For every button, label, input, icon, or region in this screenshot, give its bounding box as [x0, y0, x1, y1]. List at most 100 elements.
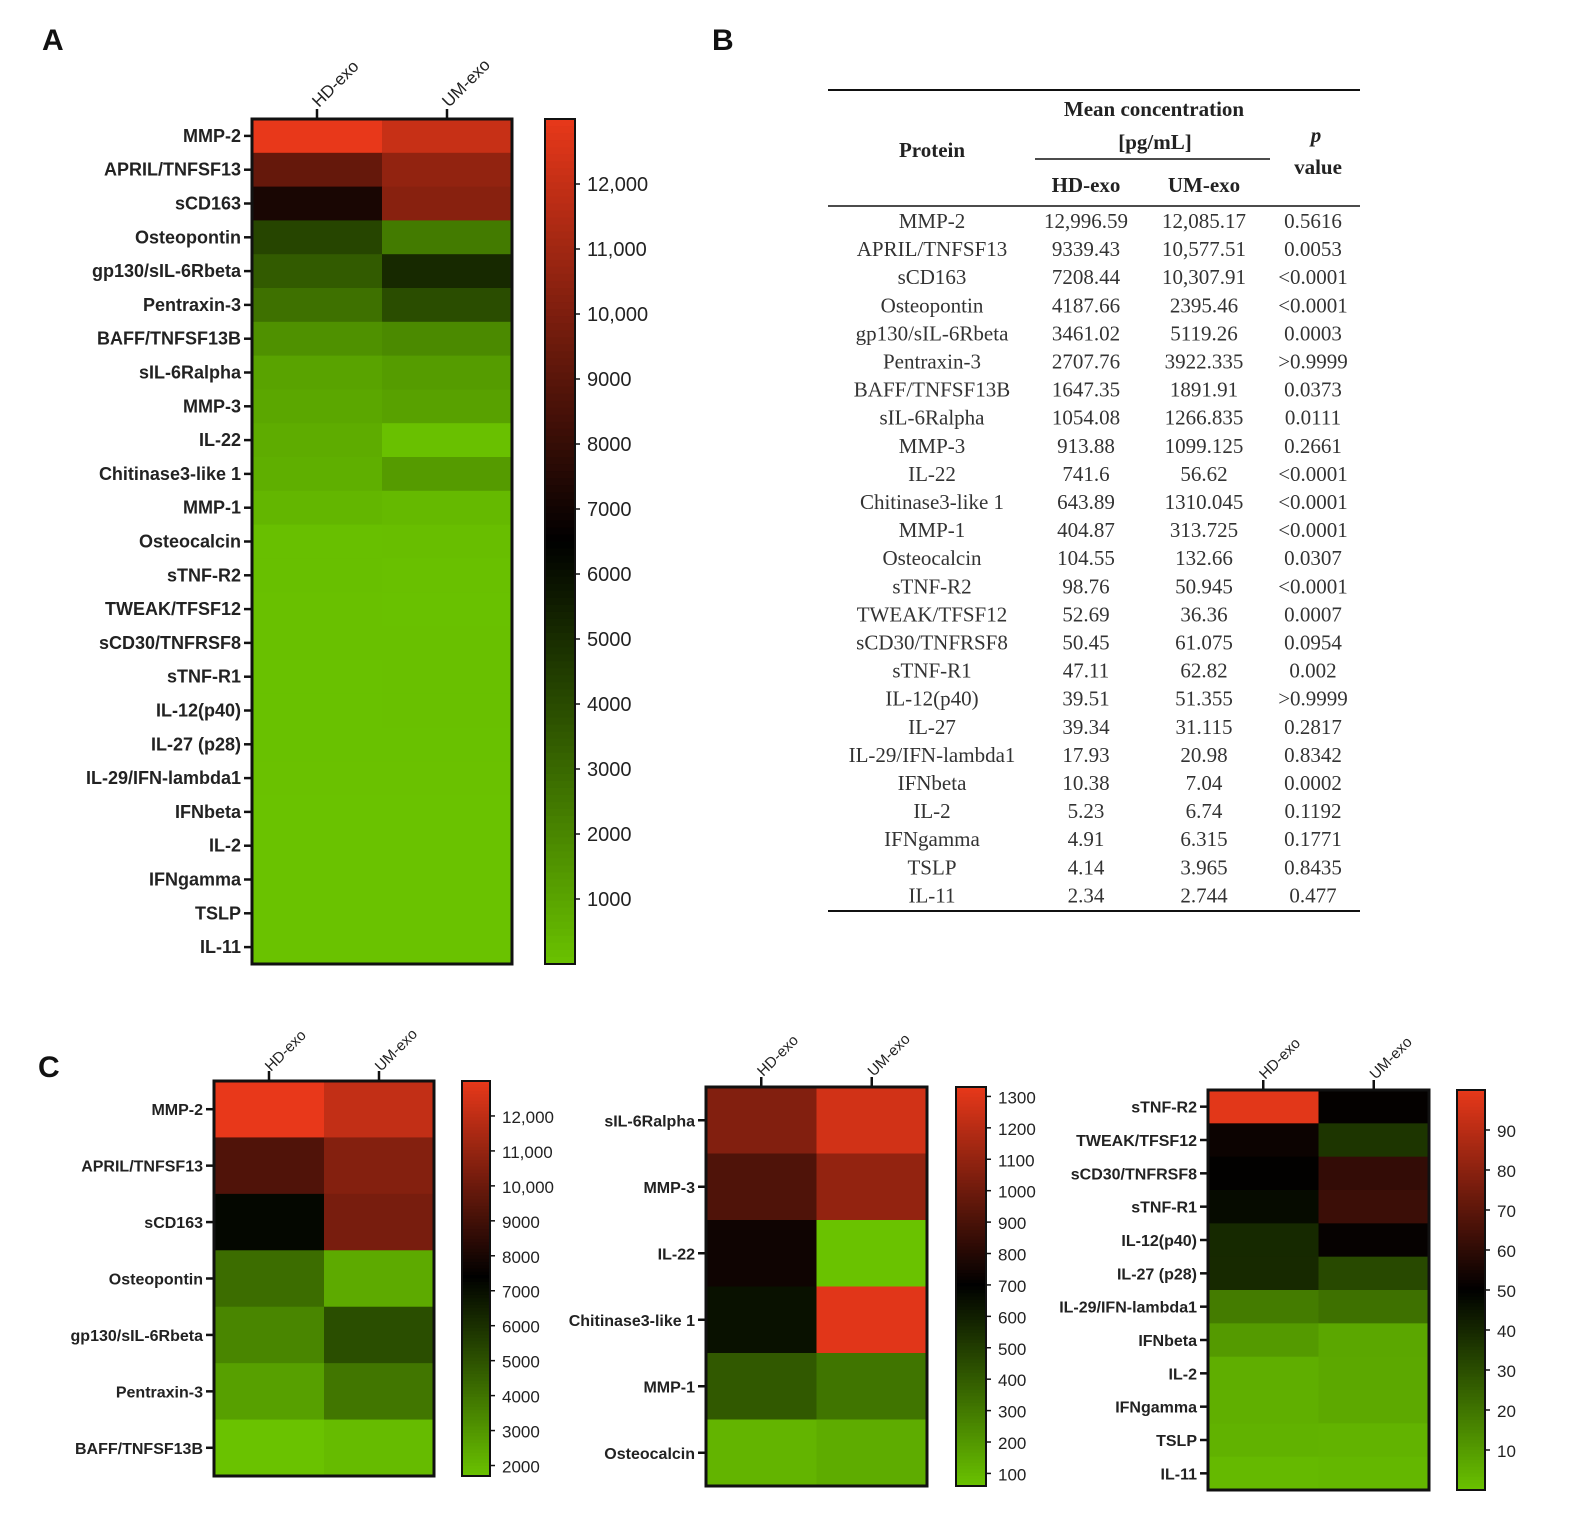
colorbar-segment — [545, 752, 575, 761]
colorbar-segment — [462, 1090, 490, 1095]
table-value-cell: 31.115 — [1176, 715, 1233, 739]
colorbar-segment — [956, 1220, 986, 1224]
colorbar-segment — [462, 1380, 490, 1385]
row-label: IL-22 — [658, 1246, 695, 1263]
colorbar-segment — [545, 893, 575, 902]
colorbar-segment — [1457, 1343, 1485, 1348]
colorbar-segment — [956, 1113, 986, 1118]
table-value-cell: 4.91 — [1068, 827, 1105, 851]
colorbar-tick-label: 9000 — [502, 1213, 540, 1232]
table-protein-cell: gp130/sIL-6Rbeta — [856, 321, 1009, 345]
colorbar-segment — [462, 1452, 490, 1457]
colorbar-tick-label: 9000 — [587, 369, 632, 391]
colorbar-segment — [462, 1084, 490, 1089]
colorbar-segment — [1457, 1180, 1485, 1184]
colorbar-segment — [956, 1259, 986, 1264]
colorbar-segment — [1457, 1290, 1485, 1294]
colorbar-segment — [545, 182, 575, 191]
colorbar-segment — [956, 1389, 986, 1394]
table-value-cell: 6.74 — [1186, 799, 1223, 823]
header-p-value: value — [1294, 155, 1342, 179]
colorbar-segment — [956, 1392, 986, 1397]
colorbar-segment — [462, 1449, 490, 1454]
colorbar-segment — [462, 1169, 490, 1174]
colorbar-segment — [956, 1253, 986, 1258]
colorbar-segment — [1457, 1170, 1485, 1174]
colorbar-segment — [462, 1383, 490, 1388]
colorbar-segment — [545, 921, 575, 930]
colorbar-segment — [545, 147, 575, 155]
table-protein-cell: IFNgamma — [884, 827, 980, 851]
colorbar-segment — [462, 1390, 490, 1395]
colorbar-tick-label: 3000 — [502, 1423, 540, 1442]
colorbar-segment — [462, 1314, 490, 1319]
colorbar-segment — [462, 1229, 490, 1234]
heatmap-cell — [382, 626, 513, 661]
table-protein-cell: sCD163 — [898, 265, 967, 289]
colorbar-segment — [462, 1443, 490, 1447]
row-label: IFNgamma — [1115, 1400, 1197, 1417]
row-label: TSLP — [195, 903, 241, 923]
colorbar-segment — [462, 1176, 490, 1181]
colorbar-segment — [956, 1116, 986, 1121]
colorbar-segment — [545, 464, 575, 472]
colorbar-segment — [462, 1215, 490, 1220]
colorbar-segment — [1457, 1436, 1485, 1441]
colorbar-segment — [956, 1193, 986, 1198]
colorbar-segment — [462, 1242, 490, 1247]
colorbar-segment — [1457, 1276, 1485, 1281]
colorbar-segment — [956, 1299, 986, 1304]
colorbar-segment — [956, 1419, 986, 1424]
colorbar-segment — [462, 1397, 490, 1401]
colorbar-segment — [462, 1235, 490, 1240]
colorbar-segment — [545, 119, 575, 127]
heatmap-cell — [382, 828, 513, 864]
colorbar-segment — [1457, 1270, 1485, 1274]
colorbar-segment — [1457, 1463, 1485, 1468]
colorbar-segment — [1457, 1246, 1485, 1251]
colorbar-segment — [545, 900, 575, 909]
colorbar-segment — [1457, 1293, 1485, 1298]
heatmap-cell — [252, 389, 383, 424]
colorbar-segment — [462, 1341, 490, 1345]
heatmap-cell — [252, 693, 383, 728]
table-value-cell: 36.36 — [1180, 602, 1227, 626]
colorbar-segment — [462, 1268, 490, 1273]
colorbar-segment — [956, 1306, 986, 1311]
heatmap-cell — [1318, 1290, 1430, 1324]
table-value-cell: 3.965 — [1180, 855, 1227, 879]
colorbar-segment — [1457, 1350, 1485, 1354]
heatmap-cell — [214, 1363, 325, 1421]
table-protein-cell: Osteocalcin — [882, 546, 982, 570]
colorbar-segment — [956, 1153, 986, 1158]
colorbar-segment — [545, 154, 575, 162]
colorbar-segment — [545, 851, 575, 859]
colorbar-segment — [1457, 1383, 1485, 1388]
table-value-cell: 0.0003 — [1284, 321, 1342, 345]
colorbar-segment — [462, 1331, 490, 1336]
colorbar-segment — [956, 1349, 986, 1354]
colorbar-segment — [545, 956, 575, 965]
colorbar-segment — [956, 1233, 986, 1238]
heatmap-cell — [252, 152, 383, 188]
colorbar-segment — [956, 1156, 986, 1161]
colorbar-segment — [545, 942, 575, 951]
colorbar-segment — [545, 266, 575, 275]
heatmap-cell — [382, 693, 513, 728]
heatmap-cell — [816, 1286, 928, 1354]
heatmap-cell — [252, 592, 383, 627]
colorbar-segment — [545, 372, 575, 381]
colorbar-segment — [956, 1236, 986, 1241]
colorbar-segment — [545, 527, 575, 536]
colorbar-segment — [956, 1143, 986, 1148]
heatmap-cell — [1208, 1423, 1320, 1458]
heatmap-cell — [706, 1286, 818, 1354]
table-value-cell: 0.477 — [1289, 883, 1336, 907]
colorbar-segment — [462, 1400, 490, 1405]
colorbar-tick-label: 400 — [998, 1371, 1026, 1390]
colorbar-tick-label: 70 — [1497, 1202, 1516, 1221]
colorbar-segment — [956, 1229, 986, 1234]
colorbar-segment — [956, 1319, 986, 1324]
colorbar-segment — [1457, 1456, 1485, 1461]
colorbar-segment — [545, 724, 575, 733]
